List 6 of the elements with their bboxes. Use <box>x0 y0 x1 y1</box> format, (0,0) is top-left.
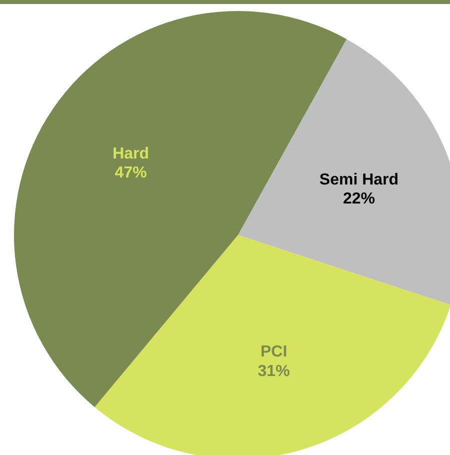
data-label: 22% <box>342 190 375 208</box>
data-label: 31% <box>258 362 290 380</box>
slice-label: PCI <box>260 344 288 361</box>
data-label: 47% <box>114 164 147 182</box>
slice-label: Semi Hard <box>319 171 399 188</box>
slice-label: Hard <box>112 145 150 162</box>
